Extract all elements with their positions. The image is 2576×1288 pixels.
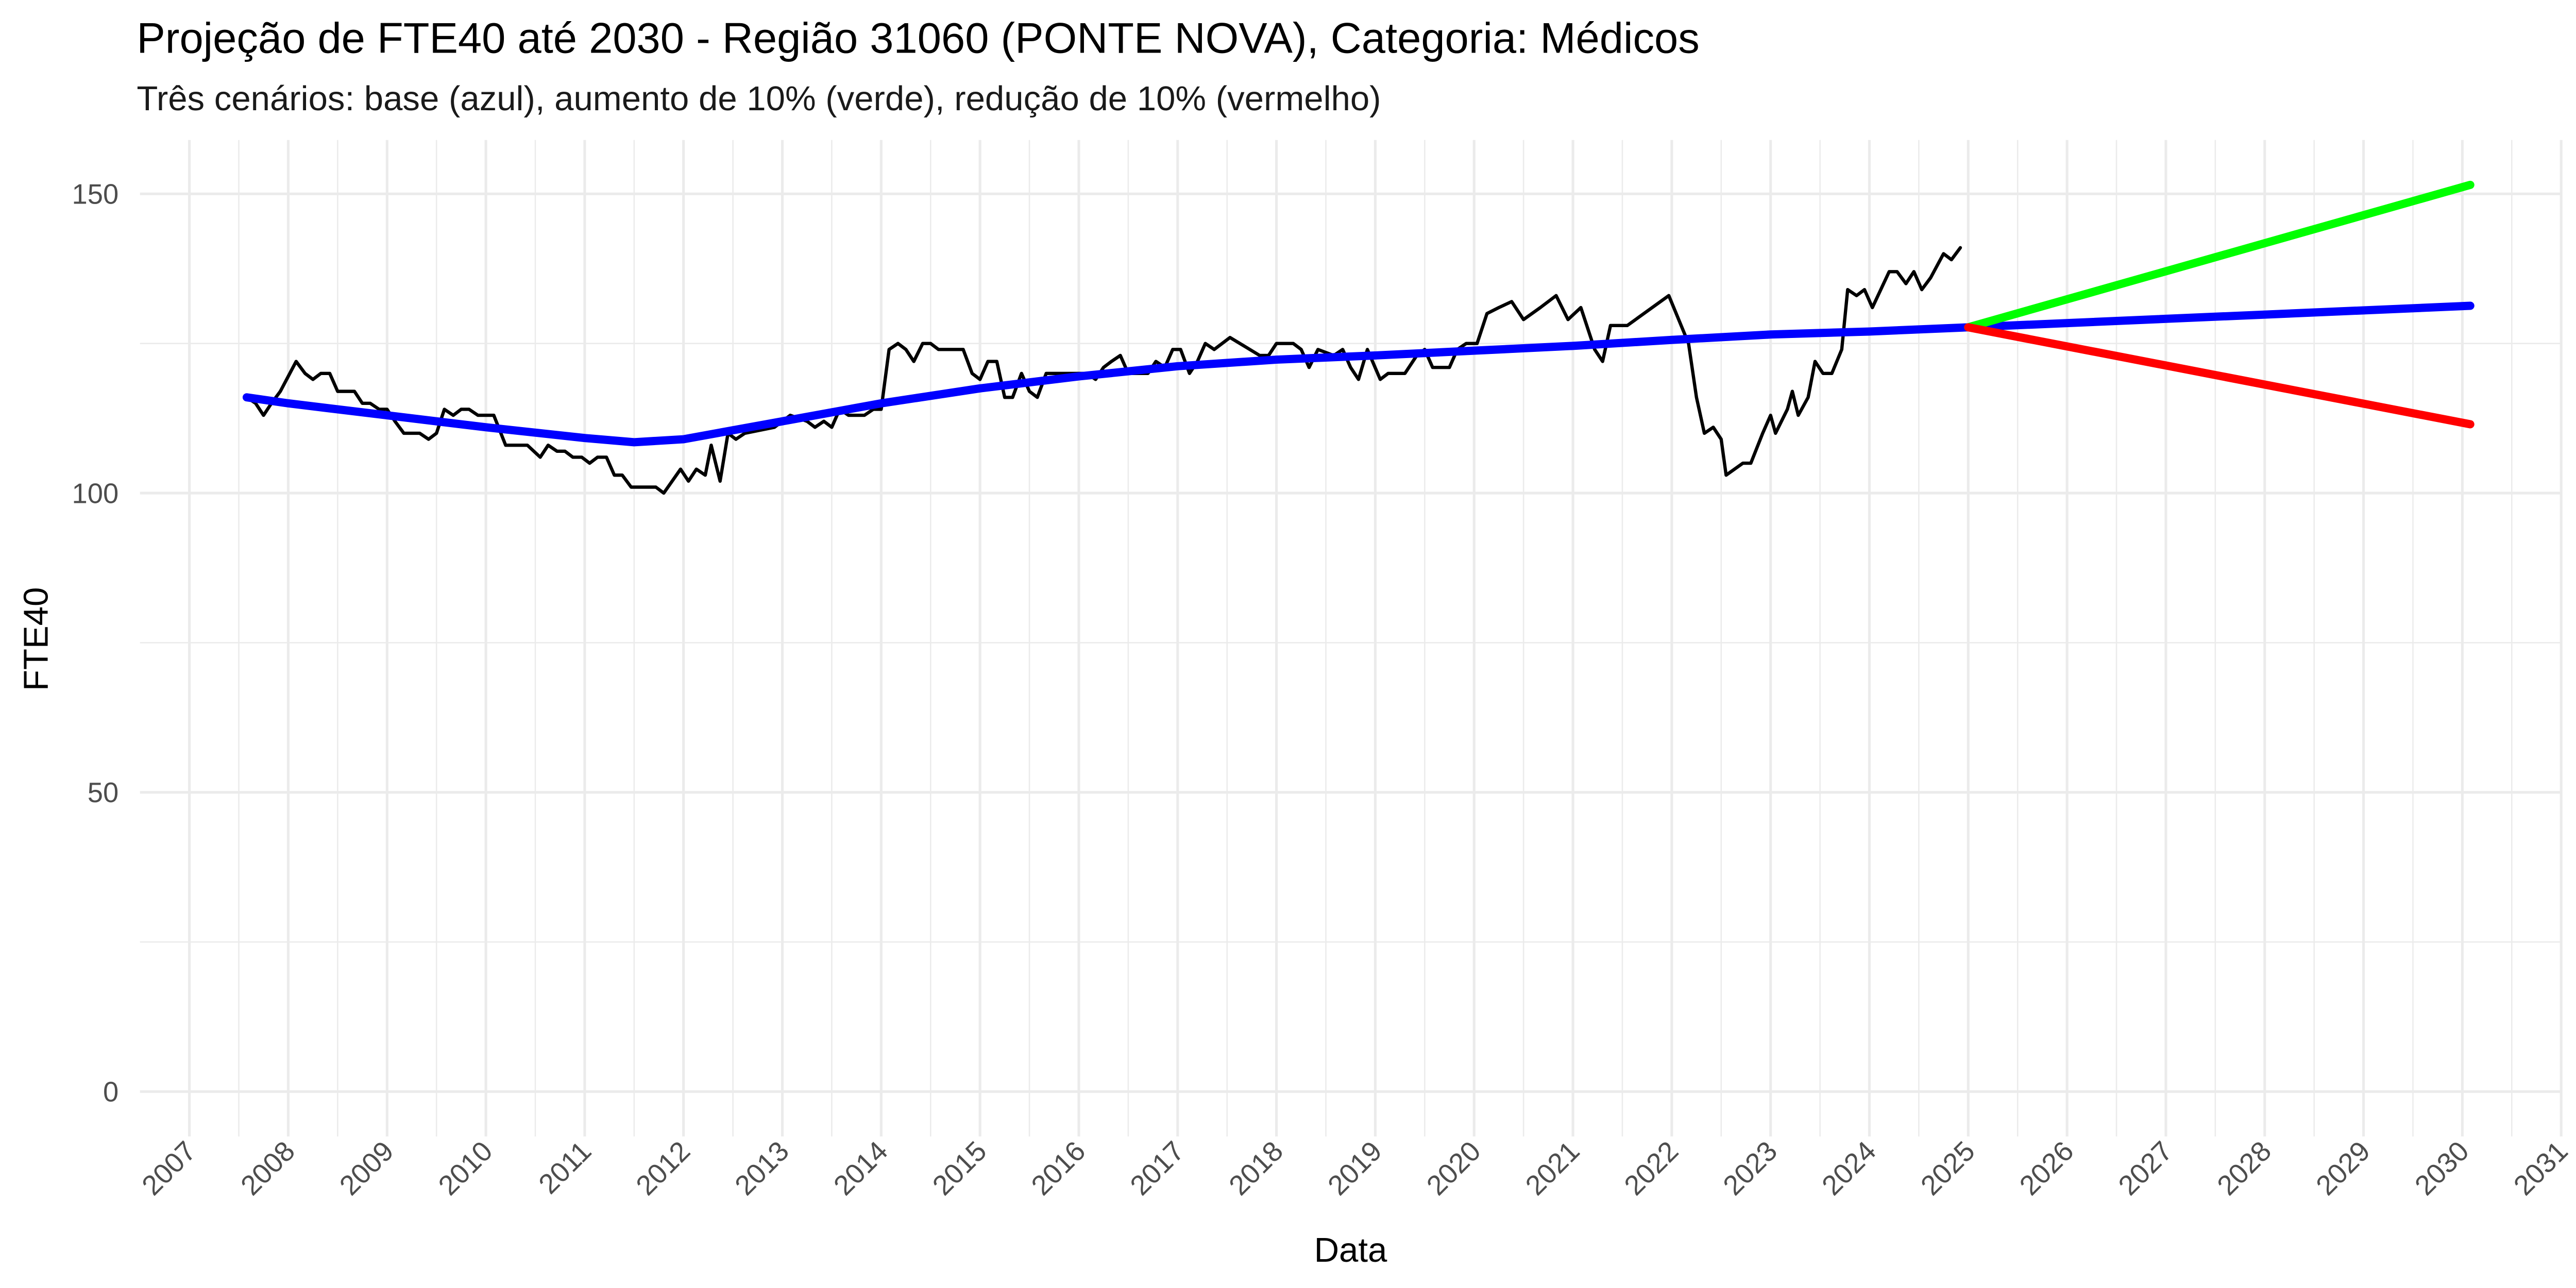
y-axis-label: FTE40 [17, 587, 56, 691]
series-line [245, 246, 1962, 495]
series-line [1964, 323, 2475, 429]
y-tick-label: 150 [72, 178, 119, 210]
chart-title: Projeção de FTE40 até 2030 - Região 3106… [137, 14, 1699, 62]
series-line [242, 301, 2475, 447]
x-axis-label: Data [1314, 1231, 1387, 1269]
y-tick-label: 0 [103, 1076, 118, 1108]
chart-subtitle: Três cenários: base (azul), aumento de 1… [137, 79, 1381, 118]
y-tick-label: 50 [88, 777, 118, 808]
y-tick-label: 100 [72, 478, 119, 509]
grid [140, 140, 2563, 1137]
series-line [1964, 180, 2475, 332]
plot-area [242, 180, 2475, 495]
